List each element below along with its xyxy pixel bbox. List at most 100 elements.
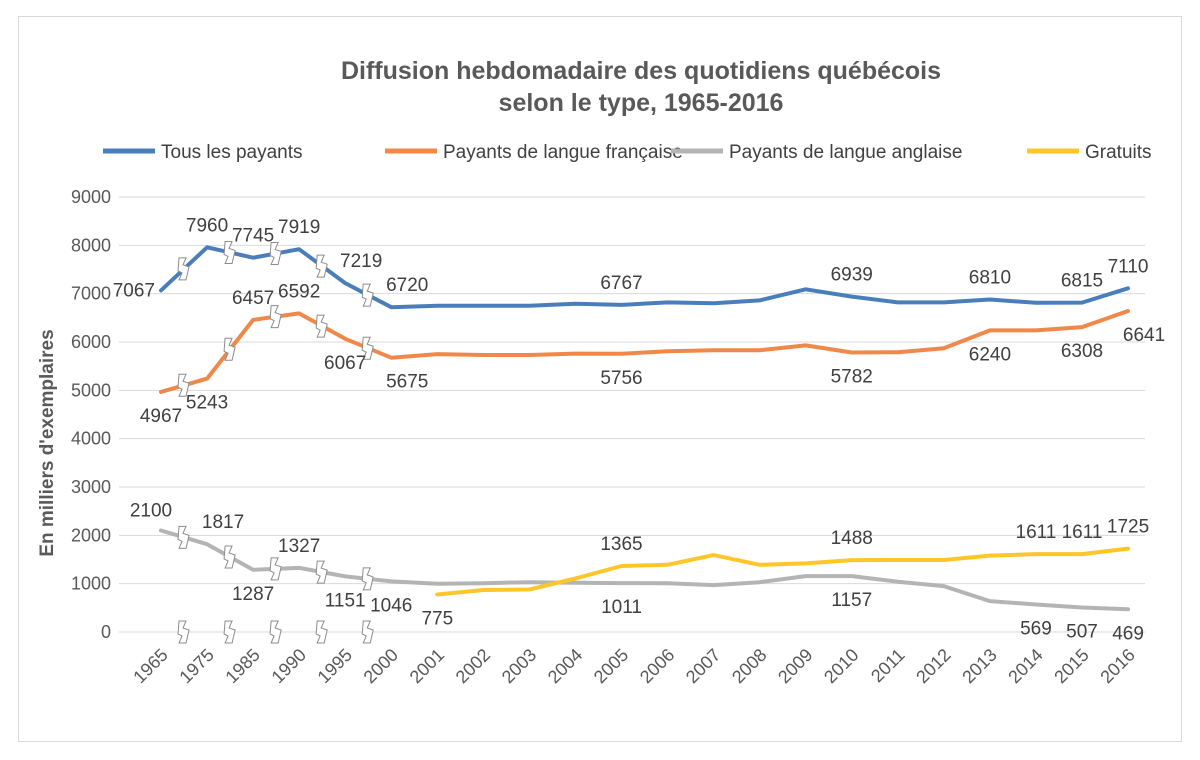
legend-label: Payants de langue française — [443, 142, 683, 163]
x-tick-label: 2011 — [867, 645, 909, 687]
y-tick-label: 3000 — [71, 477, 111, 497]
x-tick-label: 2006 — [636, 645, 678, 687]
y-tick-label: 8000 — [71, 235, 111, 255]
x-tick-label: 2010 — [820, 645, 862, 687]
data-label: 1725 — [1107, 517, 1149, 538]
break-marker — [223, 620, 236, 644]
x-tick-label: 1965 — [129, 645, 171, 687]
break-marker — [315, 254, 328, 278]
data-label: 5782 — [831, 367, 873, 388]
data-label: 7110 — [1108, 256, 1149, 277]
data-label: 1488 — [831, 528, 873, 549]
break-marker — [269, 557, 282, 581]
y-tick-label: 7000 — [71, 284, 111, 304]
legend-label: Gratuits — [1085, 142, 1152, 163]
data-label: 6641 — [1123, 325, 1165, 346]
data-label: 6457 — [232, 288, 274, 309]
chart-svg: Diffusion hebdomadaire des quotidiens qu… — [37, 57, 1165, 687]
x-tick-label: 2015 — [1050, 645, 1092, 687]
y-tick-label: 0 — [101, 622, 111, 642]
y-tick-label: 1000 — [71, 574, 111, 594]
data-label: 7219 — [340, 251, 382, 272]
data-label: 6720 — [386, 275, 428, 296]
data-label: 2100 — [130, 501, 172, 522]
break-marker — [177, 373, 190, 397]
x-tick-label: 1995 — [314, 645, 356, 687]
break-marker — [361, 336, 374, 360]
y-tick-label: 5000 — [71, 380, 111, 400]
x-tick-label: 2014 — [1004, 645, 1046, 687]
data-label: 1365 — [600, 534, 642, 555]
data-label: 7067 — [113, 280, 155, 301]
x-tick-label: 1985 — [221, 645, 263, 687]
data-label: 7919 — [278, 217, 320, 238]
data-label: 775 — [421, 609, 453, 630]
break-marker — [315, 314, 328, 338]
data-label: 1157 — [831, 590, 872, 611]
break-marker — [223, 240, 236, 264]
chart-frame: Diffusion hebdomadaire des quotidiens qu… — [18, 16, 1182, 742]
x-tick-label: 2005 — [590, 645, 632, 687]
x-tick-label: 2001 — [406, 645, 448, 687]
data-label: 7745 — [232, 226, 274, 247]
x-tick-label: 1990 — [268, 645, 310, 687]
data-label: 1046 — [370, 595, 412, 616]
data-label: 1011 — [601, 597, 642, 618]
break-marker — [269, 305, 282, 329]
data-label: 6592 — [278, 281, 320, 302]
data-label: 1151 — [325, 590, 366, 611]
legend: Tous les payants Payants de langue frança… — [103, 142, 1152, 163]
x-tick-label: 2009 — [774, 645, 816, 687]
break-marker — [315, 560, 328, 584]
break-marker — [223, 545, 236, 569]
break-marker — [177, 620, 190, 644]
data-label: 6308 — [1061, 341, 1103, 362]
x-tick-label: 2000 — [360, 645, 402, 687]
data-label: 1817 — [202, 512, 244, 533]
y-tick-label: 6000 — [71, 332, 111, 352]
x-tick-label: 1975 — [175, 645, 217, 687]
data-label: 5756 — [600, 368, 642, 389]
x-tick-label: 2004 — [544, 645, 586, 687]
x-tick-label: 2012 — [912, 645, 954, 687]
x-tick-label: 2016 — [1096, 645, 1138, 687]
break-marker — [223, 337, 236, 361]
axis-break-markers — [177, 240, 374, 644]
data-label: 1611 — [1016, 522, 1057, 543]
x-tick-label: 2002 — [452, 645, 494, 687]
break-marker — [315, 620, 328, 644]
data-label: 4967 — [140, 406, 182, 427]
x-axis-ticks: 1965 1975 1985 1990 1995 2000 2001 2002 2003 2004… — [129, 645, 1139, 687]
break-marker — [361, 567, 374, 591]
y-tick-label: 9000 — [71, 187, 111, 207]
data-label: 6767 — [600, 273, 642, 294]
break-marker — [269, 241, 282, 265]
x-tick-label: 2008 — [728, 645, 770, 687]
series-line-4 — [435, 546, 1130, 597]
x-tick-label: 2013 — [958, 645, 1000, 687]
break-marker — [361, 283, 374, 307]
y-axis-ticks: 0 1000 2000 3000 4000 5000 6000 7000 8000 9000 — [71, 187, 111, 642]
data-label: 507 — [1066, 621, 1098, 642]
data-label: 5675 — [386, 372, 428, 393]
x-tick-label: 2003 — [498, 645, 540, 687]
break-marker — [177, 525, 190, 549]
data-label: 7960 — [186, 215, 228, 236]
data-label: 5243 — [186, 393, 228, 414]
y-tick-label: 2000 — [71, 525, 111, 545]
break-marker — [177, 257, 190, 281]
data-label: 6240 — [969, 344, 1011, 365]
break-marker — [361, 620, 374, 644]
y-tick-label: 4000 — [71, 429, 111, 449]
data-label: 569 — [1020, 618, 1052, 639]
y-axis-label: En milliers d'exemplaires — [37, 329, 58, 556]
data-label: 1287 — [232, 584, 274, 605]
legend-label: Tous les payants — [161, 142, 303, 163]
data-label: 6810 — [969, 267, 1011, 288]
chart-title: Diffusion hebdomadaire des quotidiens qu… — [341, 57, 941, 85]
data-label: 6939 — [831, 265, 873, 286]
data-label: 469 — [1112, 623, 1144, 644]
x-tick-label: 2007 — [682, 645, 724, 687]
break-marker — [269, 620, 282, 644]
